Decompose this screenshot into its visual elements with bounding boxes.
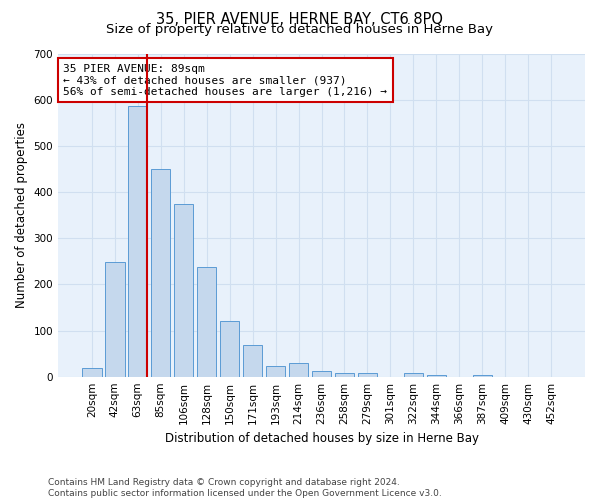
Bar	[174, 204, 193, 376]
Text: Size of property relative to detached houses in Herne Bay: Size of property relative to detached ho…	[107, 22, 493, 36]
Y-axis label: Number of detached properties: Number of detached properties	[15, 122, 28, 308]
Bar	[220, 322, 239, 376]
Bar	[427, 375, 446, 376]
Bar	[243, 346, 262, 376]
Text: Contains HM Land Registry data © Crown copyright and database right 2024.
Contai: Contains HM Land Registry data © Crown c…	[48, 478, 442, 498]
Bar	[105, 262, 125, 376]
Bar	[312, 370, 331, 376]
Bar	[197, 267, 217, 376]
Bar	[358, 373, 377, 376]
Bar	[335, 373, 354, 376]
Text: 35 PIER AVENUE: 89sqm
← 43% of detached houses are smaller (937)
56% of semi-det: 35 PIER AVENUE: 89sqm ← 43% of detached …	[64, 64, 388, 97]
Text: 35, PIER AVENUE, HERNE BAY, CT6 8PQ: 35, PIER AVENUE, HERNE BAY, CT6 8PQ	[157, 12, 443, 28]
Bar	[82, 368, 101, 376]
Bar	[289, 363, 308, 376]
Bar	[128, 106, 148, 376]
Bar	[151, 169, 170, 376]
Bar	[404, 374, 423, 376]
X-axis label: Distribution of detached houses by size in Herne Bay: Distribution of detached houses by size …	[164, 432, 479, 445]
Bar	[266, 366, 286, 376]
